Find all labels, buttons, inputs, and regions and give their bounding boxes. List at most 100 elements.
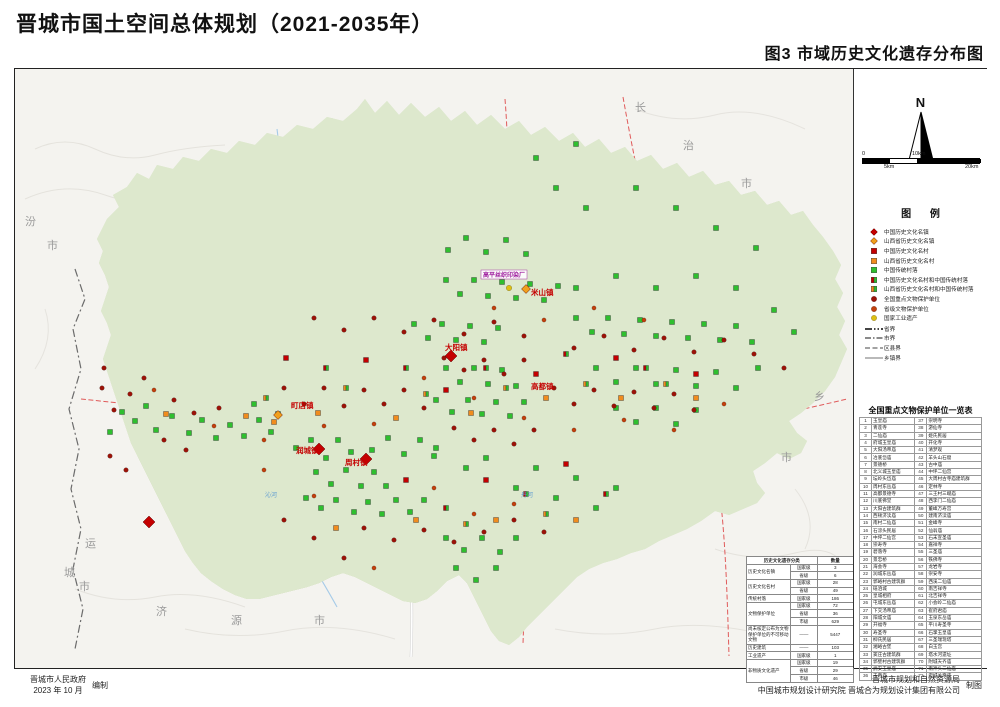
monument-name: 大周村古寺庙建筑群 <box>926 475 982 484</box>
cartography-credit: 晋城市规划和自然资源局 中国城市规划设计研究院 晋城合为规划设计集团有限公司 制… <box>758 674 982 696</box>
monument-number: 31 <box>859 635 872 645</box>
stats-row: 历史建筑 —— 103 <box>745 643 855 653</box>
monument-number: 27 <box>859 606 872 616</box>
legend-label: 国家工业遗产 <box>884 316 918 323</box>
monument-number: 32 <box>859 643 872 652</box>
monument-name: 海会寺 <box>870 562 916 572</box>
stats-value: 19 <box>816 658 855 668</box>
monument-number: 8 <box>859 468 872 477</box>
monument-name: 武安玉皇庙 <box>870 665 916 674</box>
river-label: 沁河 <box>265 491 277 499</box>
monument-name: 西顿济渎庙 <box>870 511 916 521</box>
monument-number: 44 <box>914 468 928 477</box>
town-label: 高都镇 <box>531 381 554 391</box>
monument-number: 49 <box>914 504 928 513</box>
stats-category: 历史文化名镇 <box>745 563 792 580</box>
monument-row: 22 润城东岳庙 58 崇安寺 <box>859 570 982 579</box>
neighbor-city-label: 城 <box>64 566 75 579</box>
monument-name: 景忠桥 <box>870 555 916 564</box>
monument-name: 白玉宫 <box>926 643 982 652</box>
monument-number: 43 <box>914 460 928 470</box>
river-label: 丹河 <box>521 491 533 499</box>
scale-tick: 5km <box>884 164 895 170</box>
stats-row: 市级 46 <box>747 674 855 683</box>
monument-name: 大阳汤帝庙 <box>870 446 916 455</box>
monument-name: 中坪二仙宫 <box>870 533 916 543</box>
monument-row: 7 景德桥 43 古中庙 <box>859 460 982 470</box>
scale-ticks-top: 0 10km <box>862 151 980 158</box>
neighbor-city-label: 乡 <box>814 390 825 403</box>
monument-row: 21 海会寺 57 龙岩寺 <box>859 562 982 572</box>
monument-row: 14 西顿济渎庙 50 建南济渎庙 <box>859 511 982 521</box>
monument-number: 64 <box>914 613 928 623</box>
monument-number: 34 <box>859 657 872 667</box>
monument-row: 8 北义城玉皇庙 44 中坪二仙宫 <box>859 468 982 477</box>
monument-row: 36 玉帝庙 72 府城关帝庙 <box>859 672 982 681</box>
legend-line-county <box>865 347 883 349</box>
monument-number: 23 <box>859 577 872 586</box>
stats-value: 72 <box>816 601 855 611</box>
neighbor-city-label: 济 <box>156 604 167 618</box>
legend-item: 全国重点文物保护单位 <box>864 294 984 304</box>
monument-name: 小会岭二仙庙 <box>926 599 982 608</box>
monument-row: 32 湘峪古堡 68 白玉宫 <box>859 643 982 652</box>
scale-tick: 0 <box>862 151 866 157</box>
monument-number: 48 <box>914 497 928 506</box>
stats-level: 国家级 <box>790 578 818 588</box>
monument-name: 碧落寺 <box>870 548 916 557</box>
stats-row: 传统村落 国家级 186 <box>745 594 855 603</box>
legend-line-items: 省界 市界 区县界 乡镇界 <box>864 324 984 362</box>
monument-number: 20 <box>859 555 872 564</box>
monument-name: 三圣瑞现塔 <box>926 635 982 645</box>
monument-name: 石淙头民居 <box>870 526 916 535</box>
markers-orange-square <box>163 395 699 531</box>
stats-value: 3 <box>816 563 855 573</box>
monument-name: 皇城相府 <box>870 592 916 601</box>
compiler-credit: 晋城市人民政府 2023 年 10 月 编制 <box>30 674 108 696</box>
stats-row: 历史文化名镇 国家级 3 <box>745 563 855 580</box>
monument-row: 15 南村二仙庙 51 金峰寺 <box>859 519 982 528</box>
legend-label: 中国传统村落 <box>884 268 918 275</box>
monument-name: 柳氏民居 <box>870 635 916 645</box>
stats-level: —— <box>790 624 818 645</box>
monument-name: 南吉祥寺 <box>926 584 982 594</box>
marker-layer <box>99 141 797 583</box>
monument-row: 31 柳氏民居 67 三圣瑞现塔 <box>859 635 982 645</box>
legend-symbol-square <box>871 257 877 264</box>
monument-number: 55 <box>914 548 928 557</box>
monument-name: 川底佛堂 <box>870 497 916 506</box>
monument-name: 羊头山石窟 <box>926 453 982 462</box>
monument-row: 5 大阳汤帝庙 41 清梦观 <box>859 446 982 455</box>
stats-category: 工业遗产 <box>745 651 792 660</box>
monument-number: 13 <box>859 504 872 513</box>
monument-name: 冶底岱庙 <box>870 453 916 462</box>
legend-symbol-diamond <box>870 237 878 246</box>
monument-name: 开福寺 <box>870 621 916 630</box>
monument-number: 40 <box>914 438 928 448</box>
markers-combo-red-green <box>323 351 649 511</box>
legend-item: 山西省历史文化名镇 <box>864 237 984 247</box>
monument-row: 16 石淙头民居 52 仙翁庙 <box>859 526 982 535</box>
monument-row: 23 郭峪村古建筑群 59 西溪二仙庙 <box>859 577 982 586</box>
monument-name: 中坪二仙宫 <box>926 468 982 477</box>
stats-level: 市级 <box>790 617 818 626</box>
monument-name: 崔府君庙 <box>926 606 982 616</box>
cartography-role: 制图 <box>966 680 982 690</box>
markers-national-monument <box>99 315 787 561</box>
stats-level: 国家级 <box>790 658 818 668</box>
legend-label: 全国重点文物保护单位 <box>884 296 940 303</box>
legend-line-town <box>865 357 883 358</box>
neighbor-city-label: 汾 <box>25 215 36 228</box>
legend-label: 市界 <box>884 336 896 343</box>
town-label: 米山镇 <box>531 287 554 297</box>
legend-item: 山西省历史文化名村 <box>864 256 984 266</box>
monument-name: 三圣庙 <box>926 548 982 557</box>
monument-number: 52 <box>914 526 928 535</box>
stats-category: 历史文化名村 <box>745 578 792 596</box>
monument-name: 北义城玉皇庙 <box>870 468 916 477</box>
monuments-table-title: 全国重点文物保护单位一览表 <box>868 406 973 415</box>
legend-line-item: 省界 <box>864 324 984 334</box>
map-label-layer: 町店镇润城镇周村镇大阳镇米山镇高都镇高平丝织印染厂沁河 丹河长治市汾市运城市济源市… <box>25 101 825 627</box>
monument-name: 屯城东岳庙 <box>870 599 916 608</box>
